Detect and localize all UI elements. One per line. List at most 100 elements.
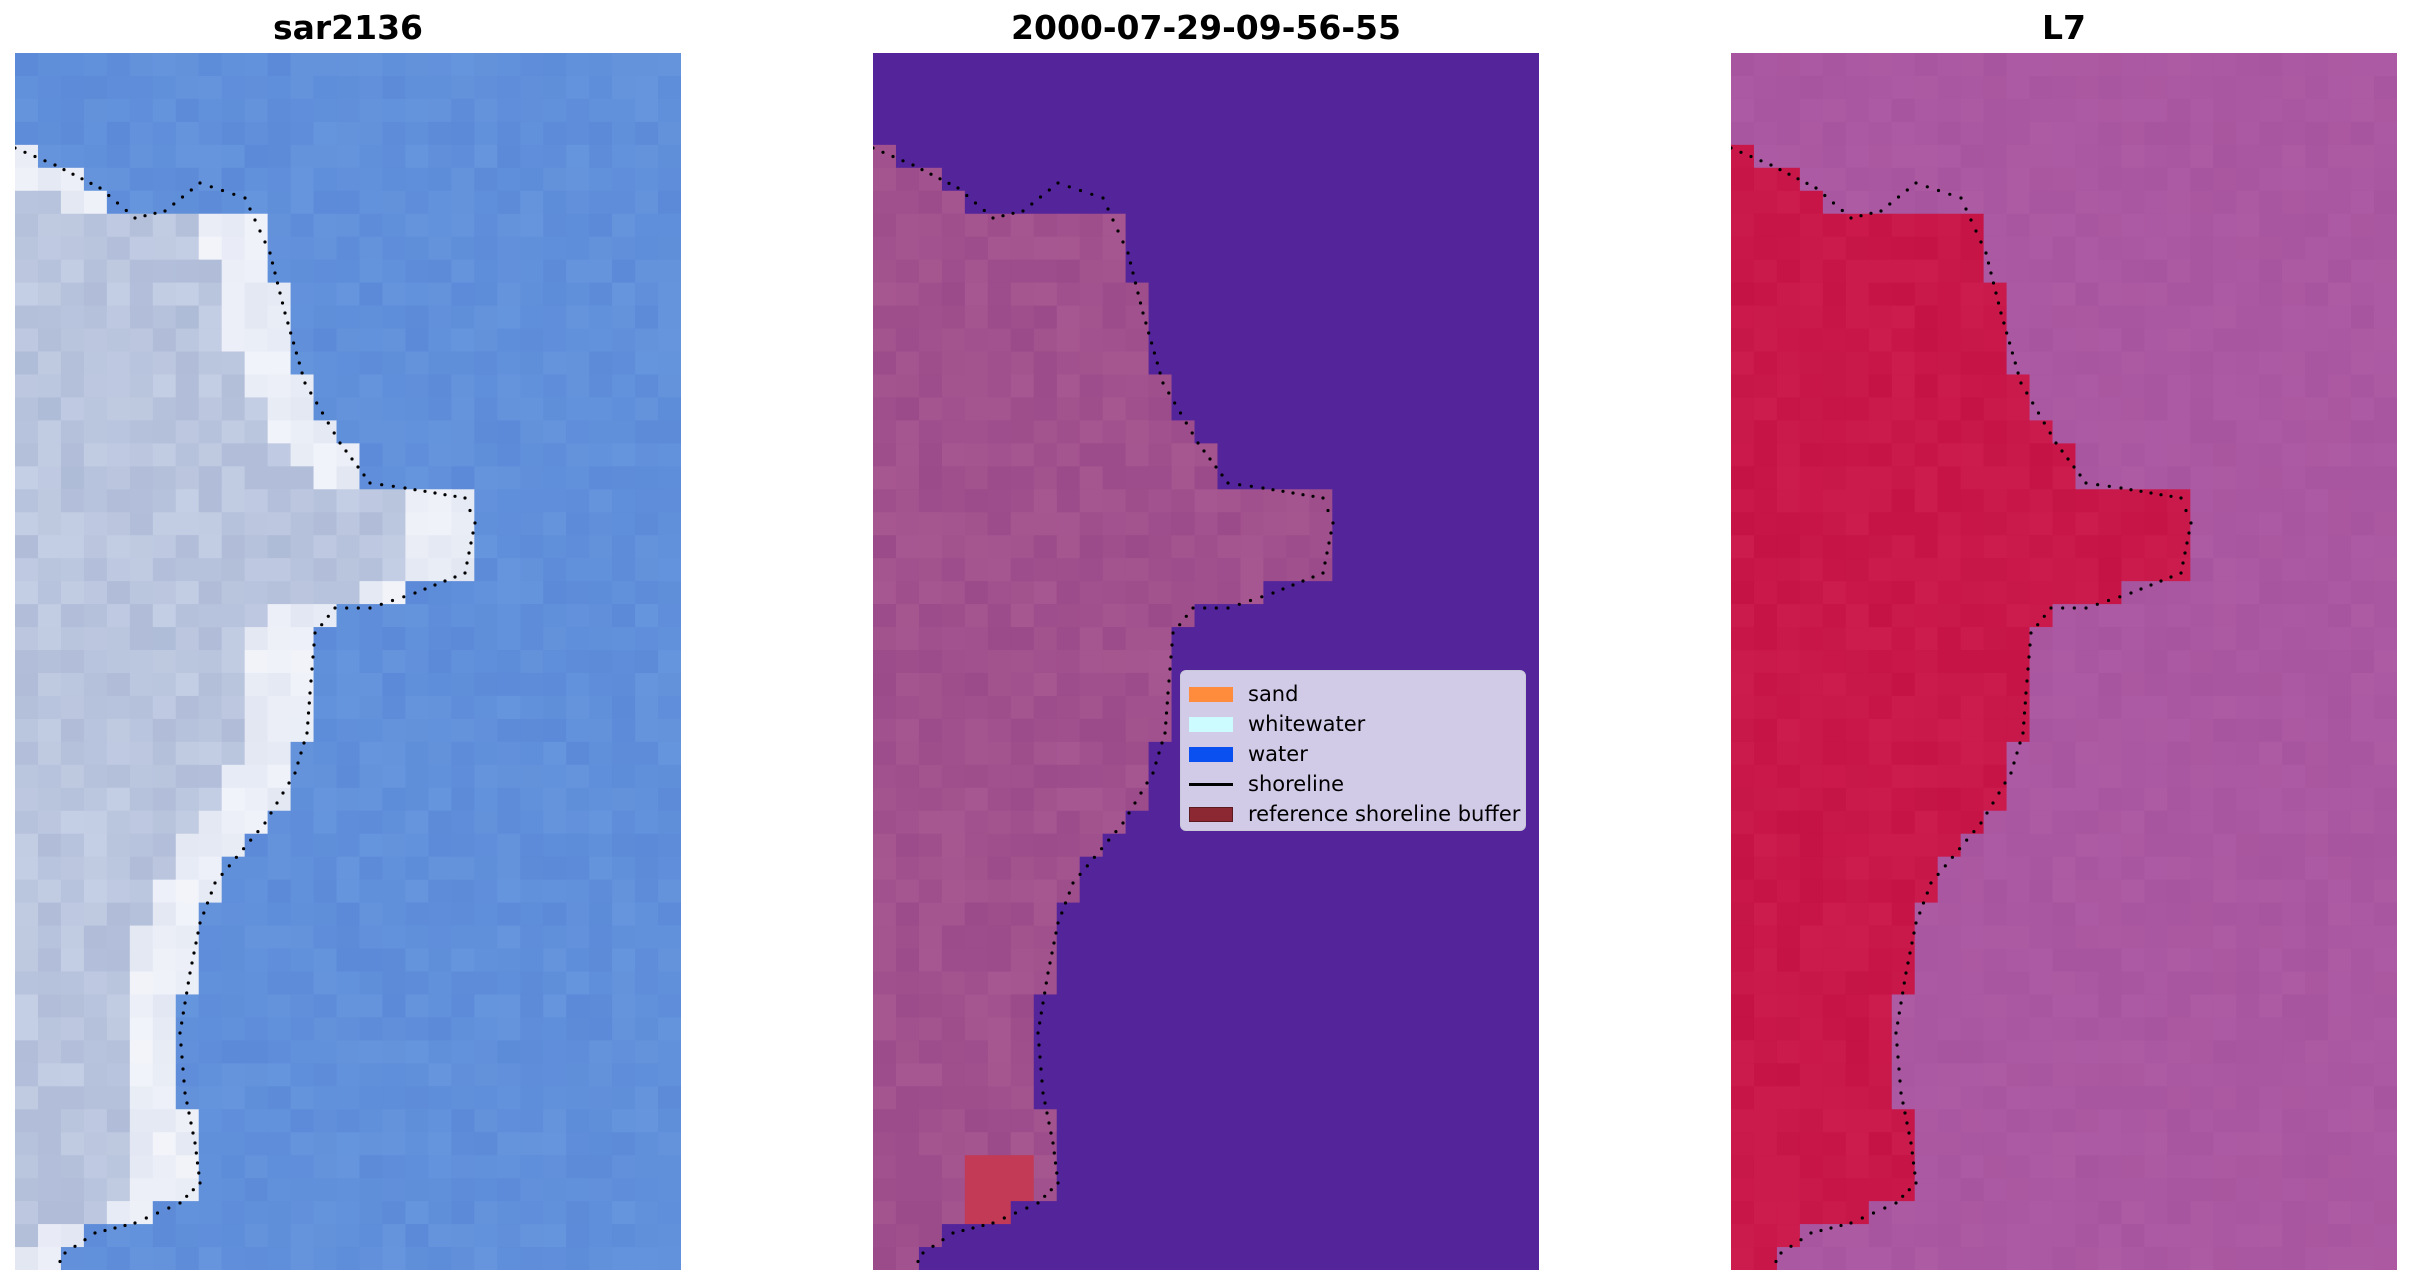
image-pixel bbox=[2167, 581, 2191, 605]
image-pixel bbox=[1263, 121, 1287, 146]
image-pixel bbox=[1960, 672, 1985, 697]
image-pixel bbox=[60, 1155, 85, 1179]
image-pixel bbox=[244, 650, 269, 674]
image-pixel bbox=[2098, 718, 2123, 743]
image-pixel bbox=[1378, 305, 1402, 330]
image-pixel bbox=[2098, 833, 2123, 858]
image-pixel bbox=[1033, 1063, 1058, 1087]
image-pixel bbox=[1868, 650, 1893, 674]
image-pixel bbox=[290, 1178, 315, 1202]
image-pixel bbox=[405, 443, 429, 467]
image-pixel bbox=[2144, 1201, 2168, 1225]
image-pixel bbox=[1010, 1040, 1035, 1064]
image-pixel bbox=[152, 1109, 177, 1133]
image-pixel bbox=[2029, 1063, 2054, 1087]
image-pixel bbox=[1516, 833, 1539, 858]
image-pixel bbox=[1868, 75, 1893, 100]
image-pixel bbox=[2121, 167, 2145, 192]
image-pixel bbox=[152, 627, 177, 651]
image-pixel bbox=[313, 53, 338, 77]
image-pixel bbox=[129, 397, 154, 421]
image-pixel bbox=[1516, 144, 1539, 169]
image-pixel bbox=[1868, 1224, 1893, 1248]
shoreline-point bbox=[296, 761, 300, 765]
image-pixel bbox=[2052, 466, 2077, 490]
image-pixel bbox=[964, 75, 989, 100]
image-pixel bbox=[451, 1201, 475, 1225]
image-pixel bbox=[1332, 650, 1356, 674]
image-pixel bbox=[2029, 53, 2054, 77]
image-pixel bbox=[1056, 741, 1081, 766]
image-pixel bbox=[2144, 121, 2168, 146]
image-pixel bbox=[1033, 879, 1058, 904]
image-pixel bbox=[2351, 764, 2375, 789]
image-pixel bbox=[918, 1063, 943, 1087]
image-pixel bbox=[941, 443, 966, 467]
image-pixel bbox=[964, 328, 989, 353]
image-pixel bbox=[359, 810, 384, 835]
image-pixel bbox=[2006, 695, 2031, 720]
image-pixel bbox=[895, 1109, 920, 1133]
image-pixel bbox=[2052, 351, 2077, 376]
image-pixel bbox=[1263, 948, 1287, 973]
shoreline-point bbox=[433, 491, 437, 495]
image-pixel bbox=[1424, 420, 1448, 444]
image-pixel bbox=[1401, 535, 1425, 559]
image-pixel bbox=[1753, 833, 1778, 858]
image-pixel bbox=[15, 879, 39, 904]
image-pixel bbox=[1447, 856, 1471, 881]
image-pixel bbox=[152, 718, 177, 743]
image-pixel bbox=[1868, 328, 1893, 353]
image-pixel bbox=[1378, 1063, 1402, 1087]
image-pixel bbox=[382, 466, 407, 490]
image-pixel bbox=[2144, 1086, 2168, 1110]
image-pixel bbox=[2075, 604, 2100, 628]
image-pixel bbox=[918, 167, 943, 192]
image-pixel bbox=[83, 672, 108, 697]
image-pixel bbox=[290, 167, 315, 192]
image-pixel bbox=[612, 971, 636, 996]
image-pixel bbox=[1937, 420, 1962, 444]
image-pixel bbox=[2351, 1017, 2375, 1041]
image-pixel bbox=[313, 489, 338, 513]
image-pixel bbox=[1516, 1247, 1539, 1270]
image-pixel bbox=[428, 1178, 452, 1202]
image-pixel bbox=[1125, 1201, 1150, 1225]
image-pixel bbox=[1355, 535, 1379, 559]
image-pixel bbox=[1447, 213, 1471, 238]
image-pixel bbox=[1240, 879, 1265, 904]
image-pixel bbox=[635, 397, 659, 421]
image-pixel bbox=[267, 1017, 292, 1041]
image-pixel bbox=[1891, 489, 1916, 513]
image-pixel bbox=[2075, 787, 2100, 812]
image-pixel bbox=[1983, 925, 2008, 950]
image-pixel bbox=[267, 535, 292, 559]
image-pixel bbox=[497, 397, 521, 421]
shoreline-point bbox=[209, 891, 213, 895]
image-pixel bbox=[1470, 1109, 1494, 1133]
image-pixel bbox=[83, 879, 108, 904]
image-pixel bbox=[428, 1132, 452, 1156]
image-pixel bbox=[520, 833, 544, 858]
image-pixel bbox=[987, 190, 1012, 215]
image-pixel bbox=[37, 856, 62, 881]
image-pixel bbox=[1447, 879, 1471, 904]
image-pixel bbox=[1822, 489, 1847, 513]
image-pixel bbox=[589, 167, 613, 192]
image-pixel bbox=[635, 1178, 659, 1202]
image-pixel bbox=[15, 305, 39, 330]
image-pixel bbox=[2305, 672, 2329, 697]
panel-title-date: 2000-07-29-09-56-55 bbox=[1011, 8, 1401, 47]
image-pixel bbox=[520, 1017, 544, 1041]
image-pixel bbox=[1937, 190, 1962, 215]
image-pixel bbox=[1868, 718, 1893, 743]
image-pixel bbox=[1263, 879, 1287, 904]
image-pixel bbox=[1125, 190, 1150, 215]
image-pixel bbox=[1401, 305, 1425, 330]
image-pixel bbox=[2075, 695, 2100, 720]
image-pixel bbox=[1960, 1247, 1985, 1270]
image-pixel bbox=[175, 1155, 200, 1179]
image-pixel bbox=[918, 718, 943, 743]
image-pixel bbox=[2213, 833, 2237, 858]
image-pixel bbox=[2029, 121, 2054, 146]
